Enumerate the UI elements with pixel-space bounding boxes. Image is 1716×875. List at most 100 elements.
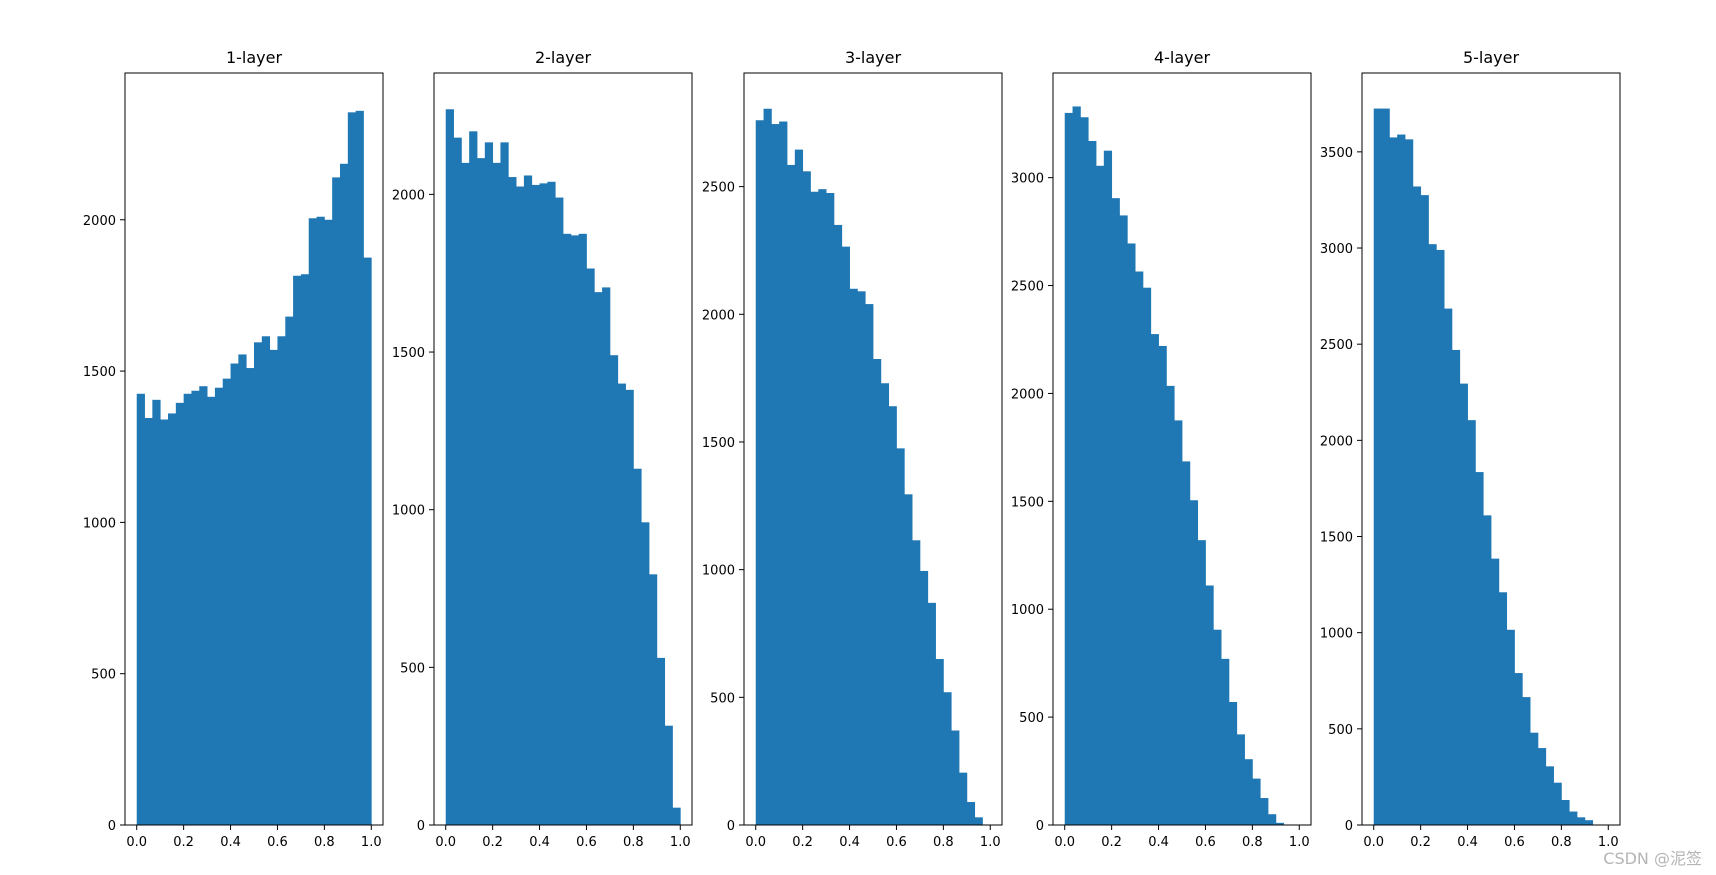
histogram-bar (238, 354, 247, 825)
y-tick-label: 3000 (1320, 242, 1353, 257)
y-tick-label: 1500 (1011, 495, 1044, 510)
histogram-bar (1064, 112, 1073, 826)
histogram-bar (586, 268, 595, 825)
histogram-bar (841, 246, 850, 825)
histogram-bar (959, 772, 968, 825)
histogram-bar (1483, 515, 1492, 825)
histogram-bar (316, 216, 325, 826)
histogram-bar (508, 177, 517, 826)
y-tick-label: 1500 (392, 346, 425, 361)
histogram-bar (1498, 592, 1508, 825)
histogram-bar (888, 406, 897, 825)
histogram-bar (1467, 420, 1476, 825)
axes-frame (1052, 72, 1312, 826)
histogram-bar (214, 387, 224, 825)
histogram-bar (849, 288, 858, 825)
histogram-bar (1522, 697, 1531, 825)
histogram-bar (1189, 500, 1199, 825)
histogram-bar (609, 355, 619, 825)
histogram-bar (285, 316, 294, 825)
x-tick-label: 0.4 (220, 835, 241, 850)
histogram-bar (269, 349, 278, 825)
histogram-bar (347, 112, 357, 826)
histogram-bar (951, 730, 960, 825)
histogram-bar (1096, 165, 1105, 826)
histogram-bar (1135, 271, 1144, 825)
histogram-bar (570, 235, 580, 825)
histogram-bar (355, 110, 364, 825)
histogram-bar (649, 574, 658, 825)
x-tick-label: 0.2 (482, 835, 503, 850)
histogram-bar (779, 121, 788, 825)
x-tick-label: 0.6 (576, 835, 597, 850)
axes-frame (1361, 72, 1621, 826)
histogram-bar (919, 570, 929, 825)
histogram-bar (896, 448, 905, 825)
histogram-bar (261, 336, 271, 825)
histogram-bar (1182, 461, 1191, 825)
axes-frame (124, 72, 384, 826)
y-tick-label: 2500 (702, 181, 735, 196)
histogram-bar (802, 171, 811, 825)
histogram-bar (1561, 800, 1570, 825)
histogram-bar (578, 233, 587, 825)
histogram-bar (1111, 198, 1120, 825)
histogram-bar (531, 184, 540, 825)
histogram-bar (523, 175, 533, 826)
y-tick-label: 500 (1019, 711, 1044, 726)
histogram-bar (927, 602, 936, 825)
histogram-bar (755, 120, 764, 826)
x-tick-label: 0.6 (886, 835, 907, 850)
histogram-bar (594, 292, 603, 825)
histogram-bar (1228, 702, 1238, 825)
subplot-title: 1-layer (226, 48, 283, 67)
y-tick-label: 0 (108, 819, 116, 834)
x-tick-label: 0.2 (1101, 835, 1122, 850)
y-tick-label: 0 (417, 819, 425, 834)
histogram-bar (1275, 822, 1285, 825)
histogram-bar (1150, 334, 1159, 825)
histogram-bar (277, 336, 286, 825)
histogram-bar (191, 390, 200, 825)
y-tick-label: 1000 (1011, 603, 1044, 618)
histogram-bar (1412, 186, 1422, 826)
histogram-bar (547, 181, 556, 825)
histogram-bar (1221, 658, 1230, 825)
x-tick-label: 0.4 (839, 835, 860, 850)
histogram-bar (966, 802, 976, 825)
subplot-5: 5-layer 0.0 0.2 0.4 0.6 0.8 1.0 0 500 1000 1500 200… (1320, 48, 1621, 850)
x-tick-label: 1.0 (670, 835, 691, 850)
histogram-bar (168, 413, 177, 825)
histogram-bar (1260, 798, 1269, 825)
histogram-bar (818, 189, 827, 825)
histogram-bar (1569, 811, 1578, 825)
histogram-bar (1213, 629, 1222, 825)
histogram-bar (1088, 140, 1097, 826)
histogram-bar (880, 383, 890, 825)
y-tick-label: 1000 (83, 516, 116, 531)
histogram-bar (175, 402, 185, 825)
histogram-bar (308, 218, 317, 825)
histogram-bar (254, 342, 263, 825)
histogram-bar (1174, 420, 1183, 825)
histogram-bar (1584, 820, 1594, 825)
y-tick-label: 500 (710, 691, 735, 706)
histogram-bar (1405, 139, 1414, 826)
subplot-title: 3-layer (845, 48, 902, 67)
histogram-bar (1514, 673, 1523, 825)
x-tick-label: 0.8 (933, 835, 954, 850)
histogram-bar (1475, 472, 1484, 825)
x-tick-label: 0.8 (623, 835, 644, 850)
y-tick-label: 0 (1036, 819, 1044, 834)
histogram-bar (602, 287, 611, 825)
histogram-bar (1205, 585, 1214, 825)
histogram-bar (857, 291, 866, 825)
histogram-bar (943, 692, 952, 825)
y-tick-label: 2000 (83, 214, 116, 229)
histogram-bar (1530, 732, 1539, 825)
histogram-bar (1420, 195, 1429, 825)
axes-frame (743, 72, 1003, 826)
x-tick-label: 1.0 (1289, 835, 1310, 850)
x-tick-label: 0.8 (314, 835, 335, 850)
